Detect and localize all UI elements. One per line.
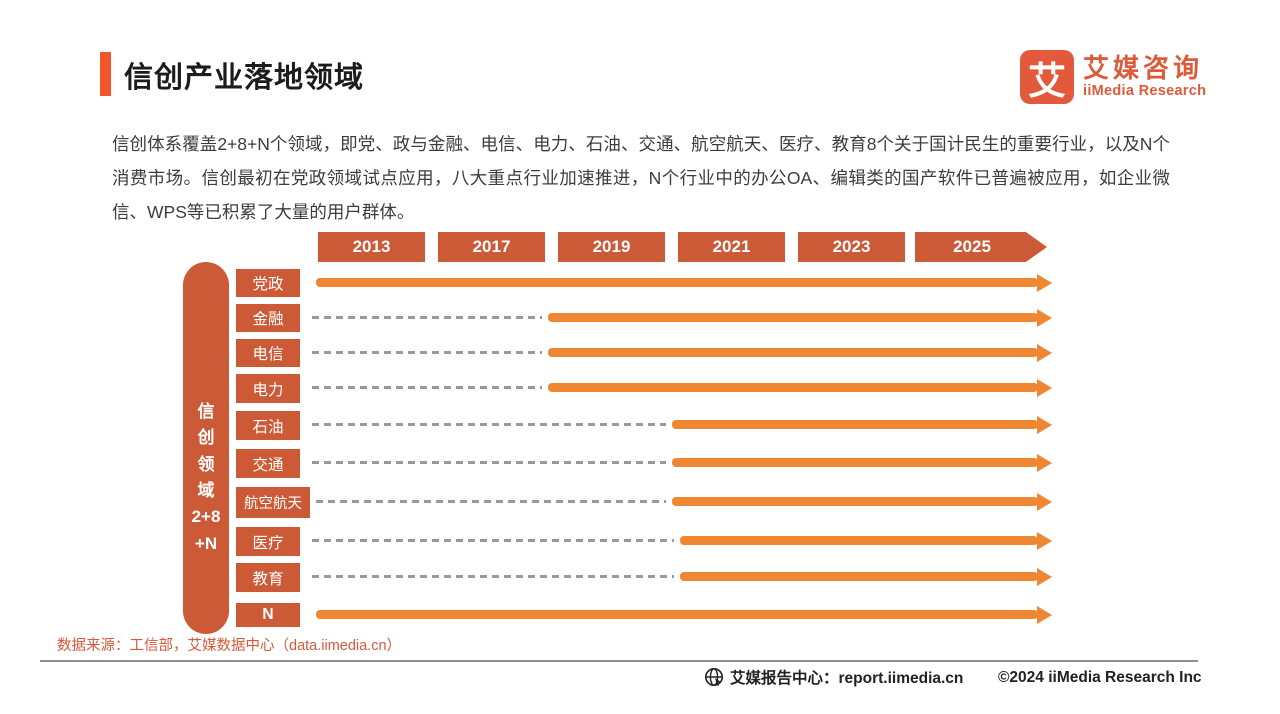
row-dash-line	[312, 423, 666, 426]
row-arrow	[680, 536, 1038, 545]
footer-copyright: ©2024 iiMedia Research Inc	[998, 669, 1202, 686]
timeline-year: 2013	[318, 232, 425, 262]
row-arrow-head	[1037, 606, 1052, 624]
row-arrow	[672, 497, 1038, 506]
logo-name-cn: 艾媒咨询	[1083, 53, 1204, 84]
axis-label-char: 域	[197, 481, 215, 500]
row-label: 石油	[236, 411, 300, 440]
row-arrow	[316, 610, 1038, 619]
footer-report-center-text: 艾媒报告中心：report.iimedia.cn	[730, 670, 964, 687]
row-arrow-head	[1037, 416, 1052, 434]
row-arrow-head	[1037, 568, 1052, 586]
intro-paragraph: 信创体系覆盖2+8+N个领域，即党、政与金融、电信、电力、石油、交通、航空航天、…	[112, 134, 1170, 222]
globe-icon	[705, 668, 723, 686]
row-dash-line	[312, 386, 542, 389]
row-arrow	[672, 420, 1038, 429]
iimedia-logo-text: 艾媒咨询 iiMedia Research	[1083, 53, 1207, 99]
row-arrow	[548, 348, 1038, 357]
logo-name-en: iiMedia Research	[1083, 82, 1207, 99]
row-dash-line	[312, 316, 542, 319]
footer-divider	[40, 660, 1198, 662]
axis-label-bar: 信 创 领 域 2+8 +N	[183, 262, 229, 634]
page-title: 信创产业落地领域	[124, 62, 365, 94]
row-arrow-head	[1037, 344, 1052, 362]
row-label: 电力	[236, 374, 300, 403]
row-arrow	[680, 572, 1038, 581]
row-label: 医疗	[236, 527, 300, 556]
timeline-year: 2023	[798, 232, 905, 262]
row-arrow-head	[1037, 274, 1052, 292]
row-arrow-head	[1037, 379, 1052, 397]
row-label: 教育	[236, 563, 300, 592]
row-label: 航空航天	[236, 487, 310, 518]
row-arrow	[548, 313, 1038, 322]
row-dash-line	[312, 539, 674, 542]
timeline-year: 2017	[438, 232, 545, 262]
iimedia-logo-icon: 艾	[1020, 50, 1074, 104]
row-arrow	[316, 278, 1038, 287]
row-label: 金融	[236, 304, 300, 332]
row-arrow-head	[1037, 454, 1052, 472]
row-label: 电信	[236, 339, 300, 367]
timeline-year: 2021	[678, 232, 785, 262]
axis-label-char: 2+8	[191, 507, 221, 527]
row-arrow	[672, 458, 1038, 467]
row-dash-line	[312, 461, 666, 464]
axis-label-char: 信	[197, 401, 215, 421]
row-arrow-head	[1037, 532, 1052, 550]
row-label: 交通	[236, 449, 300, 478]
row-label: N	[236, 603, 300, 627]
row-arrow-head	[1037, 493, 1052, 511]
axis-label-char: 创	[197, 428, 215, 448]
title-accent-bar	[100, 52, 111, 96]
iimedia-logo: 艾 艾媒咨询 iiMedia Research	[1020, 50, 1206, 104]
row-dash-line	[312, 351, 542, 354]
row-dash-line	[312, 575, 674, 578]
row-arrow-head	[1037, 309, 1052, 327]
axis-label-char: +N	[194, 533, 218, 553]
timeline-year-arrow: 2025	[915, 232, 1047, 262]
axis-label-char: 领	[197, 454, 215, 474]
footer-report-center: 艾媒报告中心：report.iimedia.cn	[704, 666, 963, 688]
row-dash-line	[316, 500, 666, 503]
row-label: 党政	[236, 269, 300, 297]
row-arrow	[548, 383, 1038, 392]
data-source-note: 数据来源：工信部，艾媒数据中心（data.iimedia.cn）	[57, 638, 402, 654]
timeline-year: 2019	[558, 232, 665, 262]
